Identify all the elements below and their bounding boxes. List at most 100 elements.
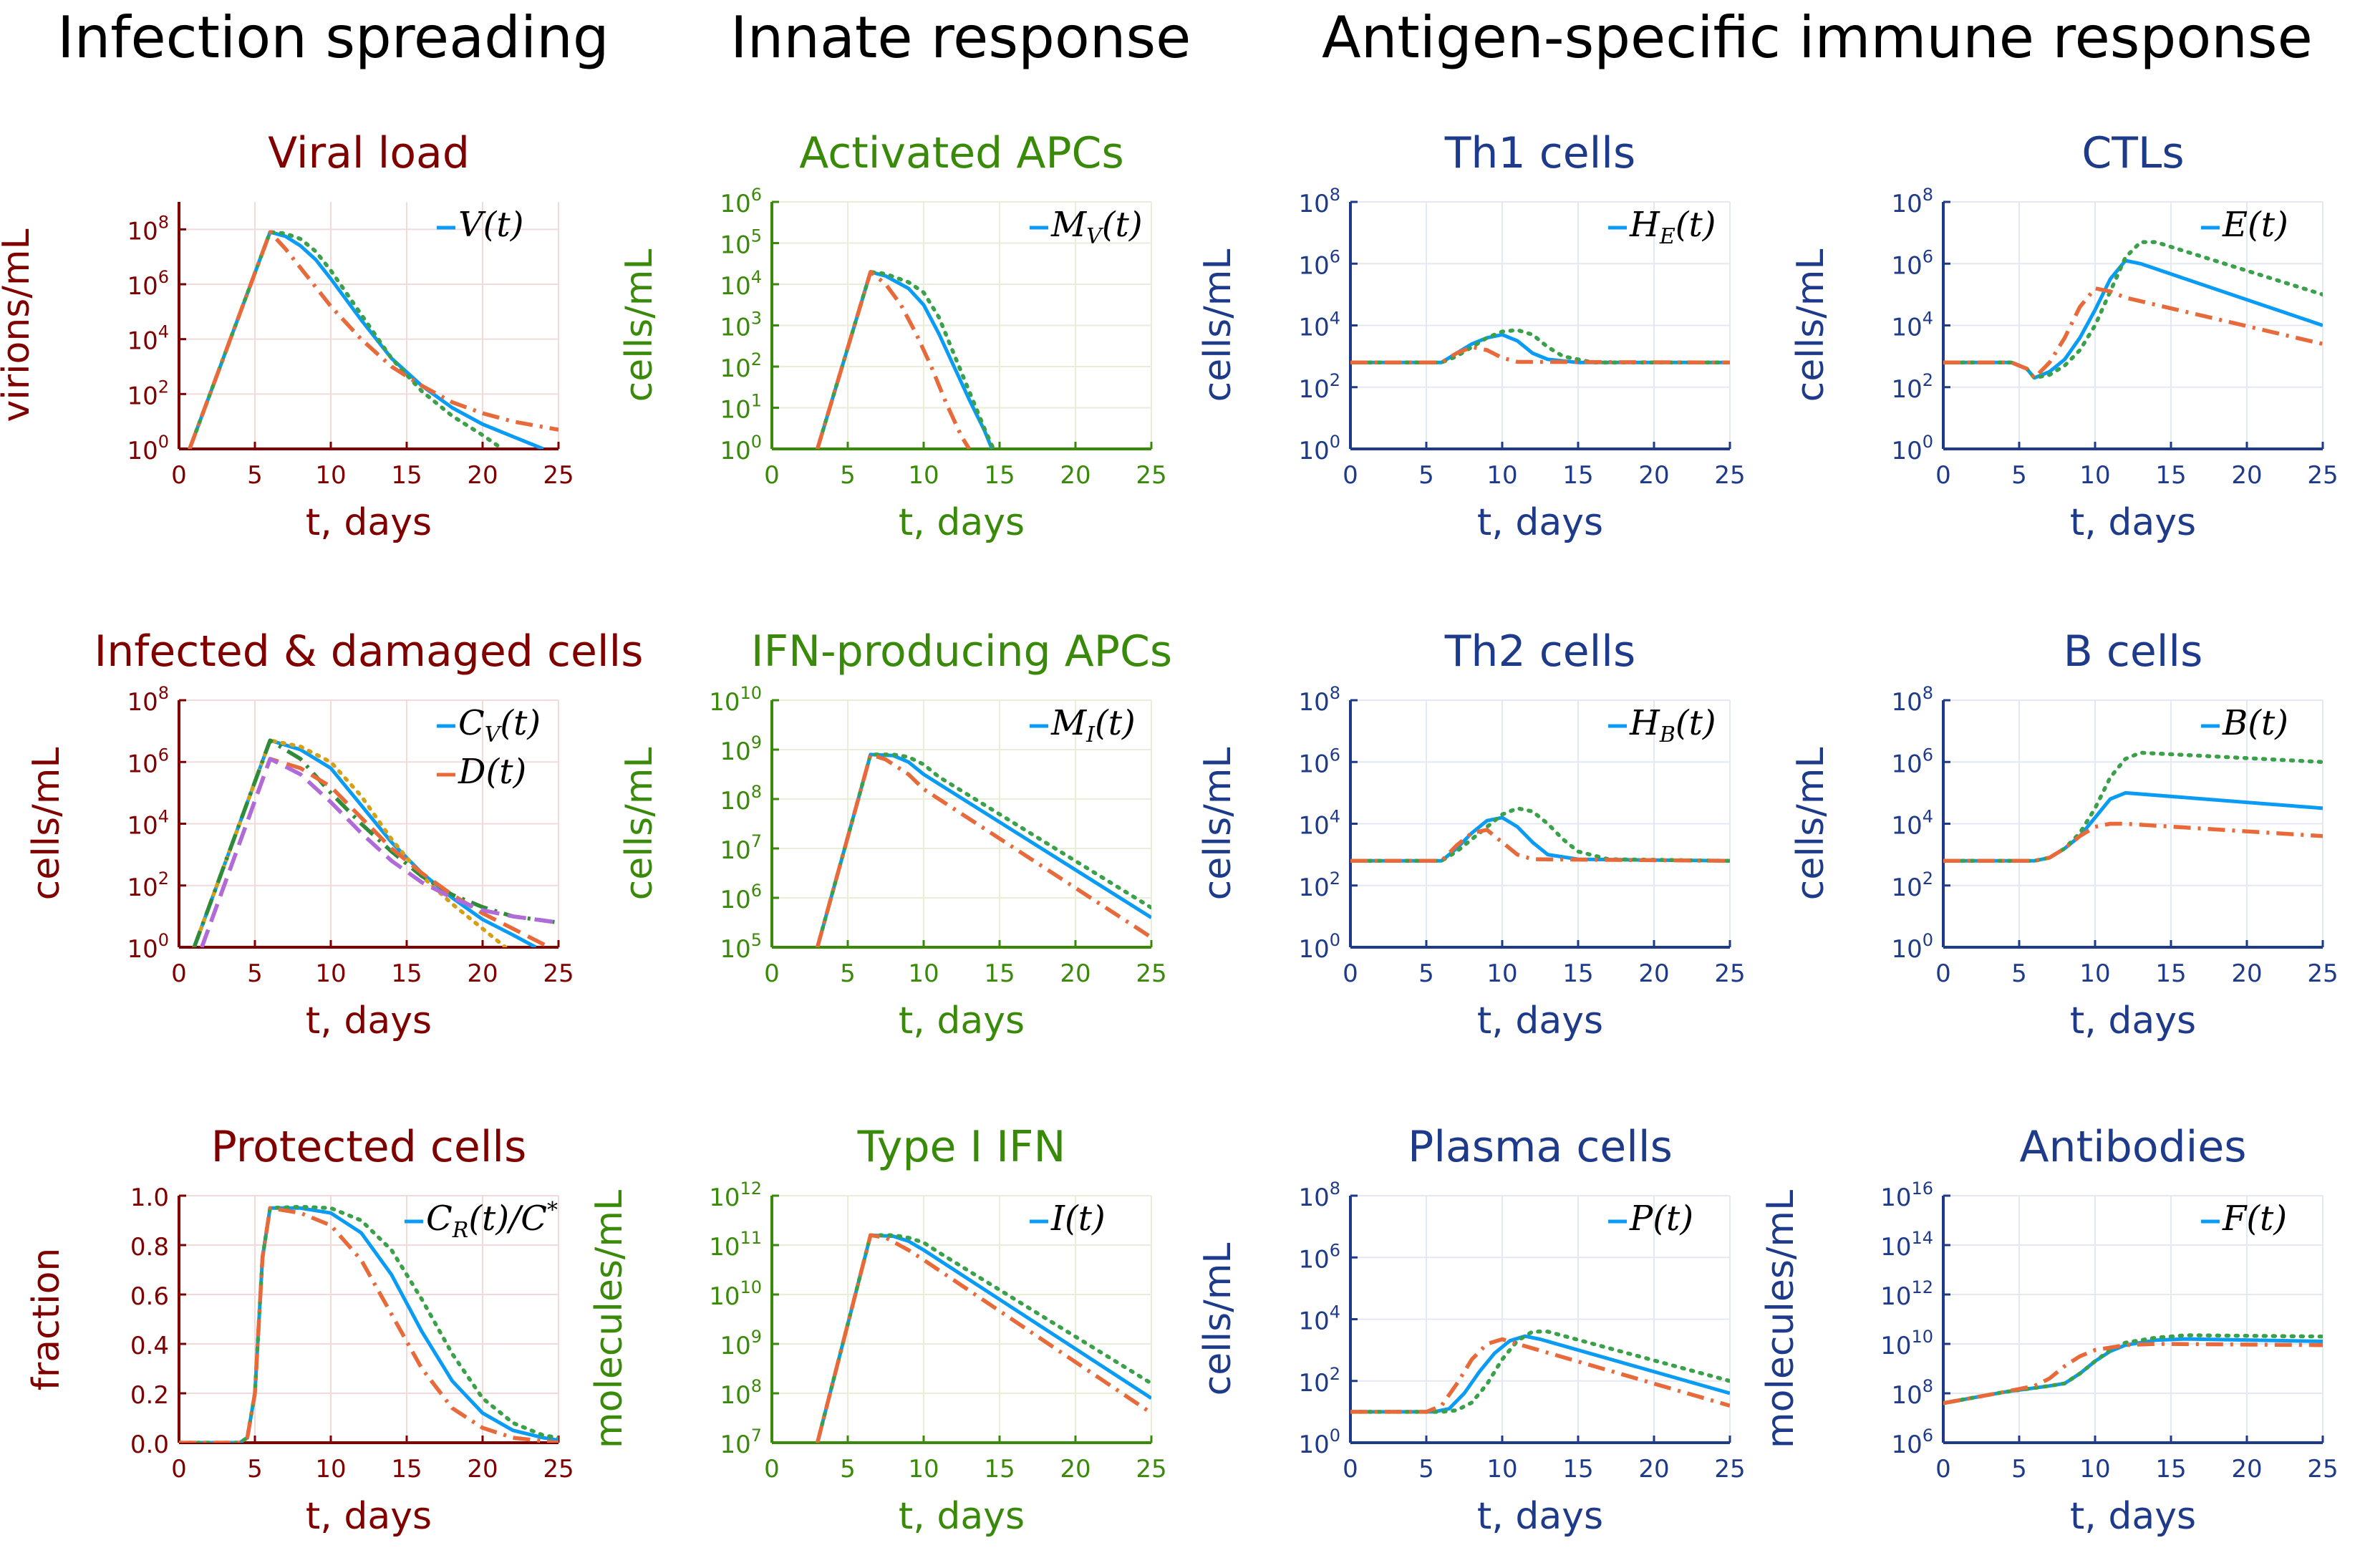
legend-label: F(t) xyxy=(2222,1199,2287,1239)
x-tick-label: 20 xyxy=(1638,959,1669,988)
panel-title: Activated APCs xyxy=(799,128,1123,178)
y-tick-label: 103 xyxy=(720,309,762,342)
x-tick-label: 20 xyxy=(1060,959,1090,988)
x-tick-label: 5 xyxy=(1418,959,1434,988)
series-line xyxy=(1943,258,2323,380)
series-line xyxy=(1350,332,1730,364)
y-tick-label: 105 xyxy=(720,226,762,260)
y-tick-label: 104 xyxy=(1298,309,1340,342)
x-tick-label: 25 xyxy=(2307,1455,2338,1484)
series-line xyxy=(1350,1334,1730,1414)
x-tick-label: 25 xyxy=(2307,959,2338,988)
series-line xyxy=(192,738,537,947)
y-tick-label: 108 xyxy=(720,1376,762,1410)
series-line xyxy=(1350,328,1730,365)
x-tick-label: 5 xyxy=(1418,1455,1434,1484)
y-axis-label: cells/mL xyxy=(1789,747,1832,901)
y-axis-label: cells/mL xyxy=(1196,1243,1239,1396)
x-tick-label: 20 xyxy=(1638,461,1669,490)
y-tick-label: 104 xyxy=(720,267,762,301)
y-tick-label: 108 xyxy=(127,683,169,717)
x-axis-label: t, days xyxy=(306,1000,432,1042)
panel-title: Infected & damaged cells xyxy=(95,626,644,677)
x-tick-label: 20 xyxy=(2231,959,2262,988)
y-tick-label: 104 xyxy=(1891,807,1933,841)
y-tick-label: 106 xyxy=(1298,745,1340,778)
panel-title: Th2 cells xyxy=(1444,626,1635,677)
series-line xyxy=(188,230,544,449)
x-tick-label: 15 xyxy=(1562,959,1593,988)
panel-title: CTLs xyxy=(2081,128,2184,178)
y-tick-label: 1011 xyxy=(709,1228,762,1262)
x-tick-label: 0 xyxy=(171,959,187,988)
panel-title: Type I IFN xyxy=(857,1122,1066,1172)
x-tick-label: 0 xyxy=(1935,461,1951,490)
series-line xyxy=(188,230,558,449)
y-tick-label: 102 xyxy=(1298,370,1340,404)
y-tick-label: 100 xyxy=(1298,432,1340,465)
legend-label: E(t) xyxy=(2222,205,2288,245)
legend-label: B(t) xyxy=(2222,703,2288,743)
y-tick-label: 109 xyxy=(720,732,762,766)
legend-label: HB(t) xyxy=(1629,703,1716,747)
y-tick-label: 102 xyxy=(127,377,169,410)
x-tick-label: 10 xyxy=(1486,461,1517,490)
y-tick-label: 106 xyxy=(1298,246,1340,280)
x-tick-label: 15 xyxy=(391,959,422,988)
series-line xyxy=(815,752,1151,947)
x-tick-label: 15 xyxy=(984,461,1015,490)
series-line xyxy=(816,270,994,449)
x-tick-label: 5 xyxy=(1418,461,1434,490)
x-axis-label: t, days xyxy=(899,1495,1025,1538)
x-tick-label: 0 xyxy=(1935,1455,1951,1484)
series-line xyxy=(1350,344,1730,365)
x-tick-label: 0 xyxy=(1935,959,1951,988)
x-tick-label: 0 xyxy=(171,461,187,490)
y-tick-label: 100 xyxy=(1891,432,1933,465)
chart-infected_damaged: Infected & damaged cells 0 5 10 15 20 25 100 102… xyxy=(25,626,643,1042)
series-line xyxy=(192,738,508,947)
x-tick-label: 5 xyxy=(247,461,263,490)
x-tick-label: 10 xyxy=(1486,1455,1517,1484)
chart-activated_apcs: Activated APCs 0 5 10 15 20 25 100 101 102 103 104 1… xyxy=(618,128,1167,544)
y-tick-label: 1010 xyxy=(709,683,762,717)
x-tick-label: 0 xyxy=(764,461,780,490)
x-tick-label: 0 xyxy=(171,1455,187,1484)
legend-label: MI(t) xyxy=(1050,703,1136,747)
x-axis-label: t, days xyxy=(2070,1495,2196,1538)
x-tick-label: 25 xyxy=(1136,1455,1166,1484)
series-line xyxy=(1943,790,2323,863)
y-tick-label: 100 xyxy=(1298,1426,1340,1459)
panel-title: Plasma cells xyxy=(1408,1122,1673,1172)
chart-ifn_producing_apcs: IFN-producing APCs 0 5 10 15 20 25 105 106 107 108… xyxy=(618,626,1172,1042)
x-tick-label: 5 xyxy=(2011,461,2027,490)
x-tick-label: 20 xyxy=(1060,461,1090,490)
x-axis-label: t, days xyxy=(1477,501,1603,544)
x-tick-label: 0 xyxy=(1343,1455,1358,1484)
x-tick-label: 5 xyxy=(840,461,856,490)
y-axis-label: molecules/mL xyxy=(1759,1190,1802,1448)
y-tick-label: 102 xyxy=(127,868,169,902)
series-line xyxy=(192,738,558,947)
x-tick-label: 20 xyxy=(467,959,498,988)
y-tick-label: 104 xyxy=(1298,807,1340,841)
x-tick-label: 0 xyxy=(1343,959,1358,988)
x-tick-label: 10 xyxy=(315,461,346,490)
y-tick-label: 108 xyxy=(127,212,169,246)
x-tick-label: 25 xyxy=(543,959,574,988)
y-tick-label: 106 xyxy=(127,267,169,301)
chart-th1_cells: Th1 cells 0 5 10 15 20 25 100 102 104 106 108 t, day… xyxy=(1196,128,1746,544)
x-tick-label: 25 xyxy=(1136,461,1166,490)
y-axis-label: virions/mL xyxy=(0,228,38,422)
y-tick-label: 109 xyxy=(720,1327,762,1360)
y-tick-label: 107 xyxy=(720,831,762,865)
panel-title: IFN-producing APCs xyxy=(751,626,1172,677)
x-tick-label: 10 xyxy=(315,1455,346,1484)
y-tick-label: 102 xyxy=(1891,370,1933,404)
series-line xyxy=(1350,1337,1730,1414)
x-tick-label: 20 xyxy=(2231,1455,2262,1484)
y-tick-label: 108 xyxy=(1891,683,1933,717)
chart-protected_cells: Protected cells 0 5 10 15 20 25 0.0 0.2 0.4 0.6 0.8… xyxy=(25,1122,574,1538)
y-axis-label: cells/mL xyxy=(618,747,661,901)
